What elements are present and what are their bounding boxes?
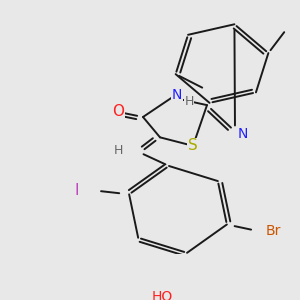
Text: S: S: [188, 138, 198, 153]
Text: H: H: [113, 144, 123, 158]
Text: I: I: [75, 183, 80, 198]
Text: Br: Br: [265, 224, 280, 238]
Text: N: N: [172, 88, 182, 102]
Text: HO: HO: [152, 290, 173, 300]
Text: O: O: [112, 104, 124, 119]
Text: N: N: [238, 127, 248, 141]
Text: H: H: [184, 95, 194, 108]
